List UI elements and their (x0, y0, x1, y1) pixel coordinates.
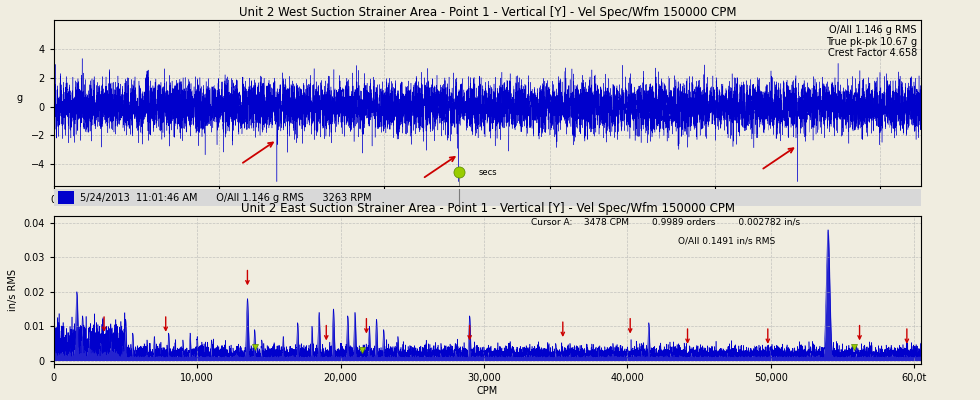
X-axis label: CPM: CPM (477, 386, 498, 396)
Text: O/All 1.146 g RMS
True pk-pk 10.67 g
Crest Factor 4.658: O/All 1.146 g RMS True pk-pk 10.67 g Cre… (826, 25, 917, 58)
Text: Cursor A:    3478 CPM        0.9989 orders        0.002782 in/s: Cursor A: 3478 CPM 0.9989 orders 0.00278… (531, 218, 800, 226)
Y-axis label: g: g (17, 93, 23, 103)
Text: O/All 0.1491 in/s RMS: O/All 0.1491 in/s RMS (678, 237, 775, 246)
Title: Unit 2 East Suction Strainer Area - Point 1 - Vertical [Y] - Vel Spec/Wfm 150000: Unit 2 East Suction Strainer Area - Poin… (240, 202, 735, 215)
Bar (58, 191, 74, 204)
Text: secs: secs (478, 168, 497, 177)
Title: Unit 2 West Suction Strainer Area - Point 1 - Vertical [Y] - Vel Spec/Wfm 150000: Unit 2 West Suction Strainer Area - Poin… (239, 6, 736, 19)
Text: 5/24/2013  11:01:46 AM      O/All 1.146 g RMS      3263 RPM: 5/24/2013 11:01:46 AM O/All 1.146 g RMS … (80, 192, 371, 202)
Y-axis label: in/s RMS: in/s RMS (8, 269, 18, 311)
